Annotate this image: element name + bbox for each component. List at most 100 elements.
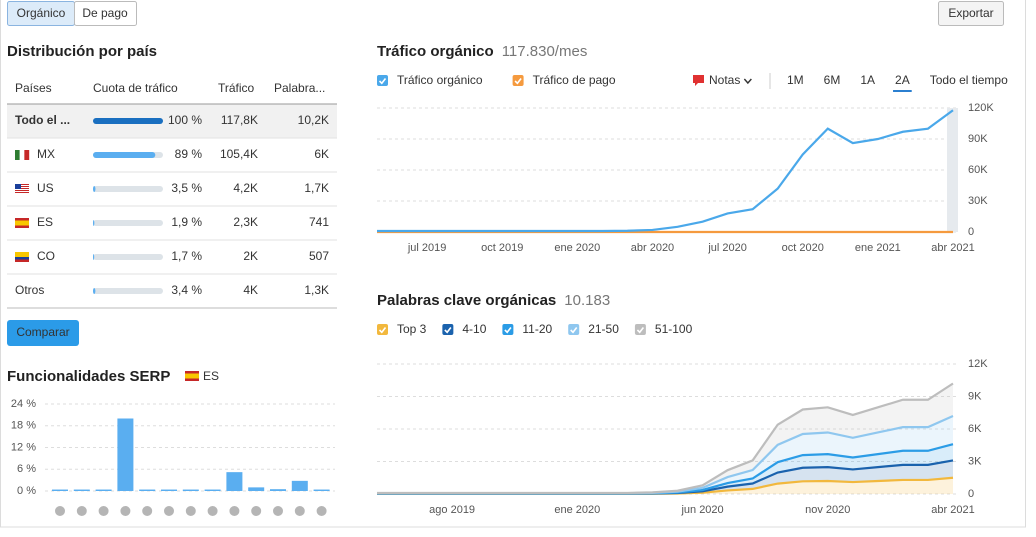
country-name[interactable]: CO	[37, 249, 55, 263]
bar	[248, 487, 265, 491]
share-bar	[93, 254, 95, 260]
share-track	[93, 288, 163, 294]
country-name[interactable]: MX	[37, 147, 55, 161]
legend-checkbox[interactable]	[442, 324, 454, 335]
notes-icon[interactable]	[693, 75, 704, 86]
share-bar	[93, 220, 95, 226]
export-button[interactable]	[938, 1, 1004, 26]
legend-label[interactable]: Tráfico de pago	[533, 73, 616, 87]
keywords-value[interactable]: 6K	[314, 147, 329, 161]
x-tick-label: ago 2019	[429, 504, 475, 516]
share-label: 1,9 %	[171, 215, 202, 229]
range-button[interactable]: 1M	[787, 73, 804, 87]
x-tick-label: abr 2020	[631, 242, 674, 254]
y-tick-label: 3K	[968, 455, 982, 467]
keywords-value[interactable]: 1,7K	[304, 181, 329, 195]
range-button[interactable]: 1A	[860, 73, 875, 87]
y-tick-label: 6 %	[17, 463, 36, 475]
table-header: Palabra...	[274, 81, 325, 95]
bar	[204, 489, 221, 491]
bar	[52, 489, 68, 491]
flag-stripe	[15, 190, 29, 191]
flag-stripe	[19, 150, 25, 160]
legend-checkbox[interactable]	[634, 324, 646, 335]
flag-canton	[15, 184, 21, 189]
tab-organic-label[interactable]: Orgánico	[17, 6, 66, 20]
flag-stripe	[185, 373, 199, 379]
bar	[313, 489, 330, 491]
table-header: Países	[15, 81, 52, 95]
country-name: Todo el ...	[15, 113, 70, 127]
flag-stripe	[24, 150, 30, 160]
panel-border	[0, 0, 1026, 528]
country-name[interactable]: ES	[37, 215, 53, 229]
compare-button[interactable]	[7, 320, 79, 346]
flag-stripe	[15, 192, 29, 193]
row-highlight	[7, 104, 337, 138]
legend-checkbox[interactable]	[568, 324, 580, 335]
chart-title: Tráfico orgánico	[377, 43, 494, 60]
y-tick-label: 24 %	[11, 398, 36, 410]
keywords-value[interactable]: 741	[309, 215, 329, 229]
legend-checkbox[interactable]	[377, 75, 388, 86]
traffic-value[interactable]: 2K	[243, 249, 258, 263]
legend-checkbox[interactable]	[502, 324, 514, 335]
legend-label[interactable]: 4-10	[462, 322, 486, 336]
flag-stripe	[15, 259, 29, 262]
legend-checkbox[interactable]	[377, 324, 388, 335]
country-name[interactable]: US	[37, 181, 54, 195]
range-button[interactable]: 6M	[824, 73, 841, 87]
x-tick-label: nov 2020	[805, 504, 850, 516]
keywords-value: 1,3K	[304, 283, 329, 297]
legend-checkbox[interactable]	[512, 75, 524, 86]
legend-label[interactable]: 11-20	[522, 322, 552, 336]
serp-icon	[76, 506, 87, 516]
x-tick-label: ene 2020	[554, 504, 600, 516]
legend-label[interactable]: Tráfico orgánico	[397, 73, 483, 87]
x-tick-label: abr 2021	[931, 242, 974, 254]
y-tick-label: 18 %	[11, 420, 36, 432]
bar	[270, 489, 286, 491]
notes-label[interactable]: Notas	[709, 73, 740, 87]
share-bar	[93, 118, 163, 124]
legend-label[interactable]: 21-50	[588, 322, 619, 336]
y-tick-label: 12K	[968, 358, 988, 370]
traffic-value[interactable]: 2,3K	[233, 215, 258, 229]
share-label: 89 %	[175, 147, 203, 161]
compare-label[interactable]: Comparar	[16, 325, 69, 339]
y-tick-label: 0	[968, 226, 974, 238]
chart-title: Palabras clave orgánicas	[377, 292, 556, 309]
serp-icon	[185, 506, 196, 516]
serp-icon	[273, 506, 283, 516]
range-button[interactable]: 2A	[895, 73, 910, 87]
checkmark	[378, 327, 387, 334]
serp-icon	[316, 506, 327, 516]
chart-subtitle: 10.183	[564, 292, 610, 309]
x-tick-label: jul 2019	[407, 242, 447, 254]
y-tick-label: 0 %	[17, 485, 36, 497]
x-tick-label: jul 2020	[707, 242, 747, 254]
flag-stripe	[15, 186, 29, 187]
checkmark	[636, 327, 645, 334]
share-label: 3,4 %	[171, 283, 202, 297]
traffic-value[interactable]: 4,2K	[233, 181, 258, 195]
flag-stripe	[15, 150, 20, 160]
y-tick-label: 9K	[968, 390, 982, 402]
legend-label[interactable]: Top 3	[397, 322, 427, 336]
serp-icon	[98, 506, 109, 516]
tab-paid[interactable]	[74, 1, 137, 26]
area-fill	[377, 383, 953, 494]
keywords-value[interactable]: 507	[309, 249, 329, 263]
flag-stripe	[15, 184, 29, 185]
tab-paid-label[interactable]: De pago	[82, 6, 128, 20]
y-tick-label: 0	[968, 488, 974, 500]
share-track	[93, 220, 163, 226]
traffic-value[interactable]: 105,4K	[220, 147, 258, 161]
line-series	[377, 109, 954, 233]
range-button[interactable]: Todo el tiempo	[930, 73, 1008, 87]
export-label[interactable]: Exportar	[948, 6, 993, 20]
flag-stripe	[15, 257, 29, 260]
legend-label[interactable]: 51-100	[655, 322, 693, 336]
area-fill	[377, 444, 953, 494]
